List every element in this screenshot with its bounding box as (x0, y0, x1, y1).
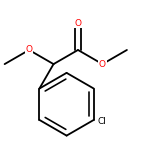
Text: Cl: Cl (98, 117, 107, 126)
Text: O: O (99, 60, 106, 69)
Text: O: O (74, 19, 81, 28)
Text: O: O (26, 45, 33, 54)
